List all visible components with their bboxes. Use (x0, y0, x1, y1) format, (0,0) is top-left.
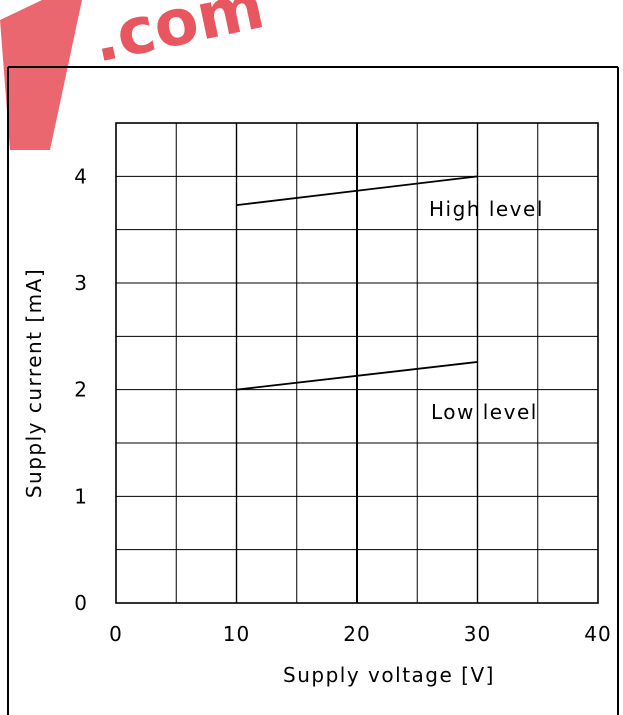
x-tick-label: 10 (223, 622, 250, 646)
x-tick-label: 30 (464, 622, 491, 646)
x-tick-label: 0 (109, 622, 123, 646)
y-tick-label: 2 (74, 378, 88, 402)
chart-series (236, 175, 478, 391)
series-line-0 (236, 175, 478, 207)
chart-grid (115, 122, 599, 604)
annotation-low-level: Low level (431, 400, 538, 424)
chart-tick-labels: 0 10 20 30 40 0 1 2 3 4 (74, 164, 611, 646)
series-line-1 (236, 361, 478, 391)
annotation-high-level: High level (429, 197, 544, 221)
y-tick-label: 1 (74, 484, 88, 508)
y-axis-label: Supply current [mA] (22, 268, 46, 498)
x-tick-label: 20 (343, 622, 370, 646)
y-tick-label: 4 (74, 164, 88, 188)
x-axis-label: Supply voltage [V] (283, 663, 495, 687)
y-tick-label: 3 (74, 271, 88, 295)
y-tick-label: 0 (74, 591, 88, 615)
x-tick-label: 40 (584, 622, 611, 646)
chart-annotations: High level Low level (429, 197, 544, 424)
